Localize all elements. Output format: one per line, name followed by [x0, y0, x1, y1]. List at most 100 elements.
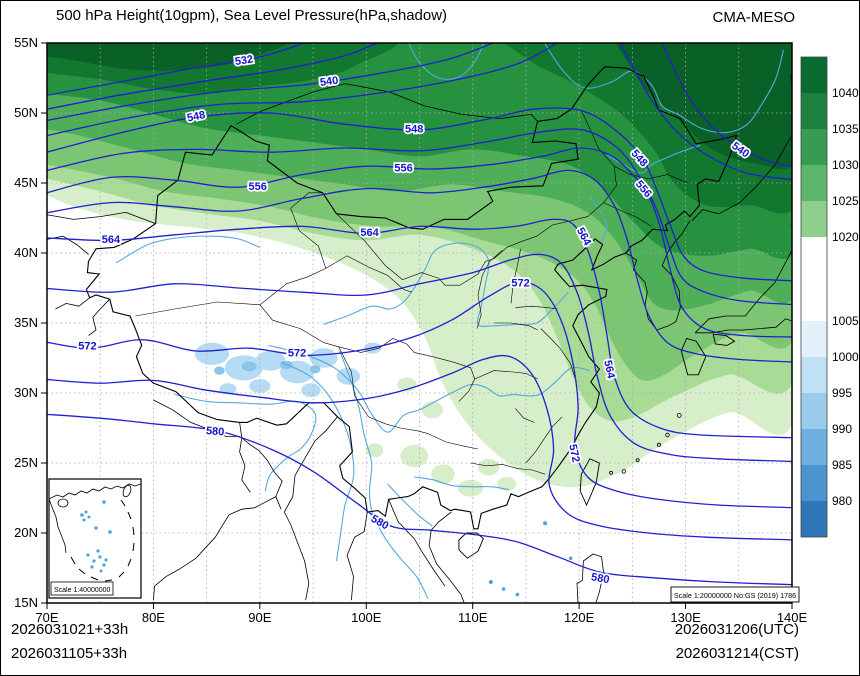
contour-560 — [47, 169, 792, 363]
inset-island-dot — [80, 513, 84, 517]
province-border — [515, 408, 535, 423]
inset-dash-line — [127, 558, 132, 567]
colorbar-segment — [801, 57, 827, 93]
inset-island-dot — [90, 565, 94, 569]
valid-time-utc: 2026031206(UTC) — [674, 621, 799, 638]
inset-scale-label: Scale 1:40000000 — [54, 587, 111, 594]
province-border — [259, 304, 355, 396]
scale-note: Scale 1:20000000 No:GS (2019) 1786 — [670, 586, 800, 603]
colorbar-label: 1030 — [832, 158, 859, 172]
inset-island-dot — [94, 526, 98, 530]
country-border — [283, 511, 310, 601]
island-dot — [515, 592, 520, 597]
island-outline — [680, 337, 707, 376]
colorbar-segment — [801, 465, 827, 501]
country-border — [576, 553, 605, 603]
inset-dash-line — [118, 571, 125, 578]
inset-island — [122, 484, 132, 498]
inset-dash-line — [127, 511, 132, 520]
country-border — [428, 511, 465, 603]
colorbar-label: 1020 — [832, 230, 859, 244]
small-island — [665, 432, 670, 438]
province-border — [325, 255, 413, 293]
province-border — [540, 328, 576, 378]
colorbar-segment — [801, 165, 827, 201]
slp-shading-patch — [366, 443, 384, 458]
contour-label: 556 — [394, 163, 412, 175]
river — [280, 361, 355, 562]
inset-coast — [48, 498, 67, 554]
colorbar-label: 1040 — [832, 86, 859, 100]
province-border — [494, 322, 538, 331]
country-border — [239, 422, 251, 493]
country-border — [346, 511, 368, 601]
lat-tick-label: 45N — [14, 175, 38, 190]
colorbar-label: 995 — [832, 386, 852, 400]
river — [589, 196, 608, 243]
inset-island-dot — [102, 500, 106, 504]
inset-island-dot — [92, 559, 96, 563]
contour-572 — [47, 281, 792, 509]
small-island — [621, 469, 627, 474]
lon-tick-label: 130E — [670, 610, 701, 625]
province-border — [476, 249, 503, 329]
province-border — [603, 202, 652, 227]
low-slp-patch — [241, 361, 257, 372]
inset-dash-line — [78, 568, 86, 575]
province-border — [525, 416, 563, 464]
contour-label: 572 — [511, 277, 529, 289]
lat-tick-label: 50N — [14, 105, 38, 120]
island-outline — [712, 333, 736, 346]
lon-tick-label: 120E — [564, 610, 595, 625]
low-slp-patch — [309, 348, 338, 368]
province-border — [290, 192, 327, 269]
colorbar-label: 1005 — [832, 314, 859, 328]
contour-label: 572 — [566, 443, 582, 463]
contour-548 — [47, 107, 792, 282]
contour-552 — [47, 128, 792, 306]
contour-532 — [47, 43, 307, 96]
province-border — [354, 395, 429, 434]
low-slp-patch — [219, 383, 237, 395]
inset-island — [57, 498, 69, 508]
model-name: CMA-MESO — [712, 9, 796, 26]
island-dot — [501, 587, 506, 591]
lat-tick-label: 15N — [14, 595, 38, 610]
contour-label: 548 — [186, 109, 206, 125]
country-border — [88, 298, 111, 336]
contour-540 — [47, 43, 495, 122]
colorbar-segment — [801, 93, 827, 129]
low-slp-patch — [255, 351, 286, 371]
inset-island-dot — [98, 555, 102, 559]
inset-island-dot — [104, 558, 108, 562]
lon-tick-label: 110E — [458, 610, 488, 625]
china-border — [85, 66, 738, 530]
river — [174, 393, 317, 492]
contour-544 — [619, 43, 792, 181]
colorbar-segment — [801, 201, 827, 237]
low-slp-patch — [336, 367, 360, 385]
inset-map: Scale 1:40000000 — [48, 478, 142, 599]
colorbar: 1040 1035 1030 1025 1020 1005 1000 995 990 985 980 — [800, 56, 859, 538]
inset-island-dot — [82, 518, 86, 522]
colorbar-label: 1035 — [832, 122, 859, 136]
province-border — [414, 352, 476, 402]
inset-island-dot — [87, 515, 91, 519]
contour-label: 580 — [590, 571, 610, 586]
river — [543, 43, 785, 134]
scale-note-label: Scale 1:20000000 No:GS (2019) 1786 — [674, 591, 796, 600]
slp-shading-patch — [421, 401, 443, 419]
lon-tick-label: 70E — [35, 610, 58, 625]
slp-shading-patch — [478, 458, 500, 476]
lon-tick-label: 100E — [351, 610, 382, 625]
low-slp-patch — [214, 366, 225, 375]
height-contours — [47, 43, 792, 586]
colorbar-segment — [801, 321, 827, 357]
colorbar-segment — [801, 129, 827, 165]
inset-dash-line — [90, 576, 99, 581]
island-outline — [579, 458, 600, 507]
river — [414, 476, 509, 491]
